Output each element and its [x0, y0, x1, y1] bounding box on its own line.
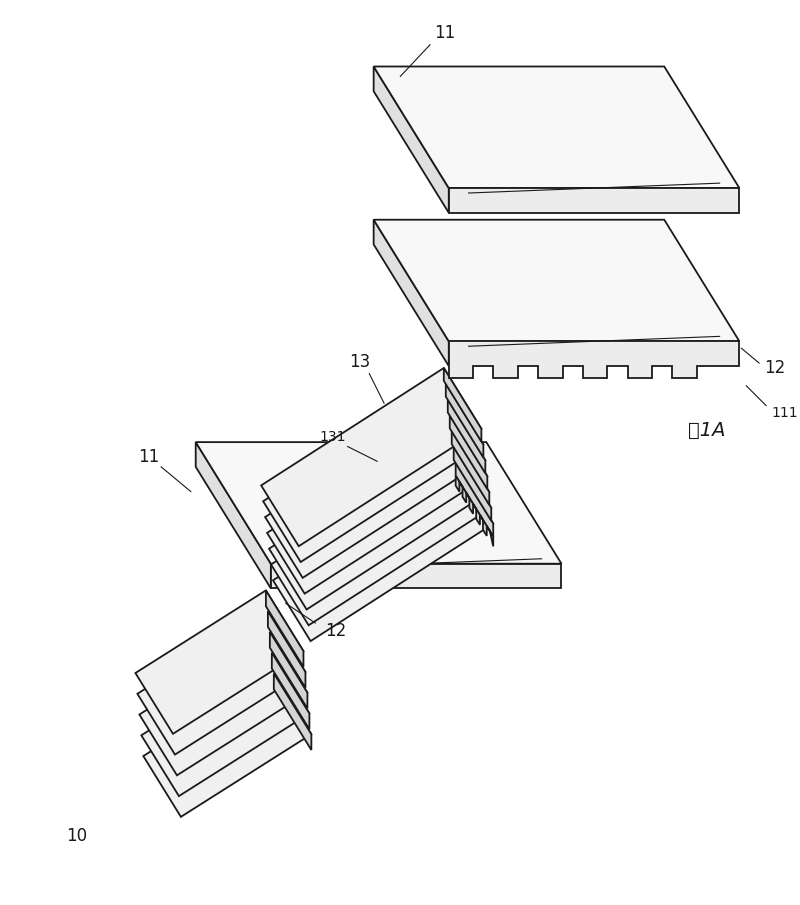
Text: 11: 11: [434, 24, 455, 42]
Polygon shape: [196, 443, 562, 564]
Text: 12: 12: [764, 359, 786, 377]
Polygon shape: [454, 447, 491, 520]
Polygon shape: [265, 400, 486, 577]
Polygon shape: [374, 220, 739, 341]
Polygon shape: [444, 368, 482, 442]
Polygon shape: [196, 443, 271, 588]
Text: 131: 131: [319, 430, 346, 443]
Text: 13: 13: [349, 353, 370, 371]
Polygon shape: [446, 384, 483, 457]
Polygon shape: [374, 66, 739, 188]
Polygon shape: [267, 415, 487, 594]
Polygon shape: [261, 368, 482, 547]
Polygon shape: [272, 653, 310, 729]
Polygon shape: [135, 590, 303, 734]
Polygon shape: [271, 447, 491, 625]
Polygon shape: [450, 415, 487, 489]
Polygon shape: [268, 611, 306, 688]
Polygon shape: [273, 462, 494, 641]
Polygon shape: [270, 632, 307, 709]
Polygon shape: [142, 653, 310, 796]
Polygon shape: [374, 220, 449, 366]
Text: 11: 11: [138, 448, 159, 466]
Polygon shape: [138, 611, 306, 755]
Polygon shape: [452, 432, 490, 505]
Text: 111: 111: [771, 406, 798, 421]
Text: 图1A: 图1A: [688, 421, 726, 440]
Polygon shape: [143, 673, 311, 817]
Polygon shape: [266, 590, 303, 667]
Polygon shape: [269, 432, 490, 609]
Polygon shape: [449, 188, 739, 213]
Polygon shape: [263, 384, 483, 562]
Polygon shape: [139, 632, 307, 776]
Polygon shape: [449, 341, 739, 378]
Text: 12: 12: [326, 622, 346, 640]
Polygon shape: [456, 476, 494, 547]
Text: 10: 10: [66, 826, 88, 844]
Polygon shape: [456, 462, 494, 537]
Polygon shape: [448, 400, 486, 473]
Polygon shape: [274, 673, 311, 750]
Polygon shape: [374, 66, 449, 213]
Polygon shape: [271, 564, 562, 588]
